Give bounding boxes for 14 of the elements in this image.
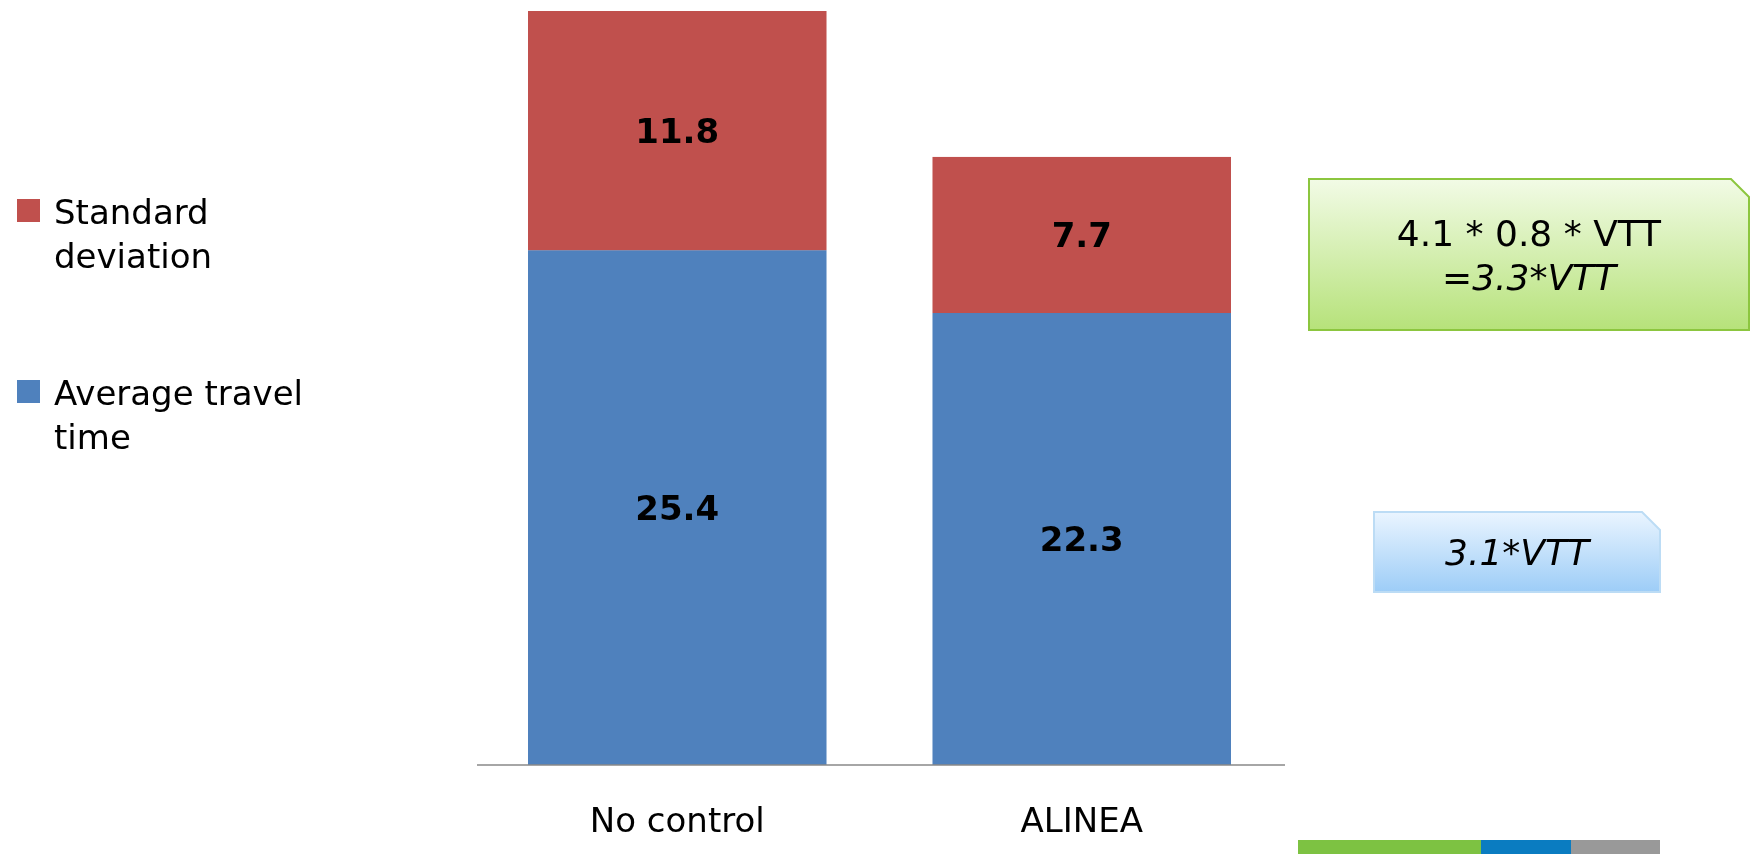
legend-label: Standard deviation bbox=[54, 192, 213, 276]
legend-label: Average travel time bbox=[54, 373, 304, 457]
x-tick-label: ALINEA bbox=[1020, 800, 1143, 840]
data-label: 7.7 bbox=[1051, 214, 1112, 255]
bar bbox=[932, 313, 1231, 765]
bar bbox=[932, 156, 1231, 314]
data-label: 25.4 bbox=[635, 487, 720, 528]
text: 3.1*VTT bbox=[1445, 531, 1592, 573]
x-tick-label: No control bbox=[589, 800, 765, 840]
bar bbox=[528, 250, 827, 765]
data-label: 11.8 bbox=[635, 110, 720, 151]
data-label: 22.3 bbox=[1039, 519, 1124, 559]
bar bbox=[528, 11, 827, 251]
text: 4.1 * 0.8 * VTT =3.3*VTT bbox=[1396, 212, 1663, 297]
